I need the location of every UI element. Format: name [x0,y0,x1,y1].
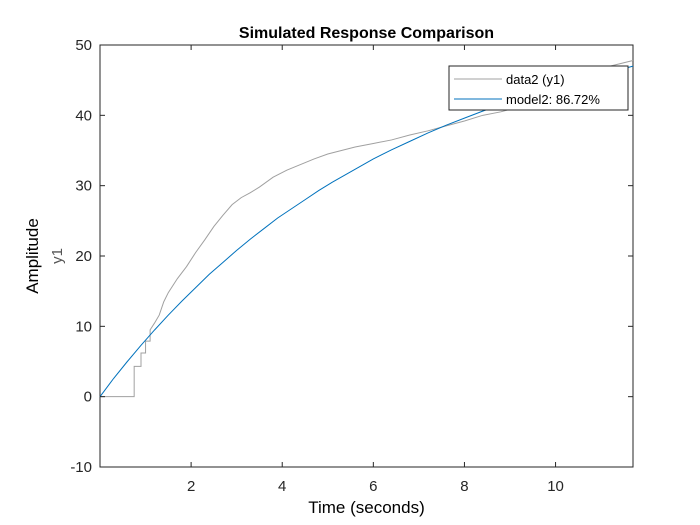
tick-layer: 2 4 6 8 10 -10 0 10 20 30 40 50 [70,37,633,495]
legend-box [448,65,629,111]
y-tick-label: 20 [75,248,92,265]
y-tick-label: 30 [75,178,92,195]
y-axis-channel-label: y1 [49,248,66,264]
x-tick-label: 8 [460,478,468,495]
chart-title: Simulated Response Comparison [239,25,494,42]
x-tick-label: 6 [369,478,377,495]
legend-entry-data2: data2 (y1) [506,72,565,87]
y-tick-label: 0 [84,389,92,406]
legend-entry-model2: model2: 86.72% [506,92,600,107]
x-tick-label: 10 [547,478,564,495]
y-tick-label: 40 [75,107,92,124]
x-tick-label: 4 [278,478,286,495]
legend[interactable]: data2 (y1) model2: 86.72% [448,65,629,111]
axes-box [99,44,634,468]
x-tick-label: 2 [187,478,195,495]
y-axis-label: Amplitude [23,218,42,294]
y-tick-label: -10 [70,459,92,476]
y-tick-label: 10 [75,318,92,335]
y-tick-label: 50 [75,37,92,54]
series-line-data2 [100,59,634,398]
plot-area: 2 4 6 8 10 -10 0 10 20 30 40 50 [70,37,634,495]
x-axis-label: Time (seconds) [308,498,425,517]
